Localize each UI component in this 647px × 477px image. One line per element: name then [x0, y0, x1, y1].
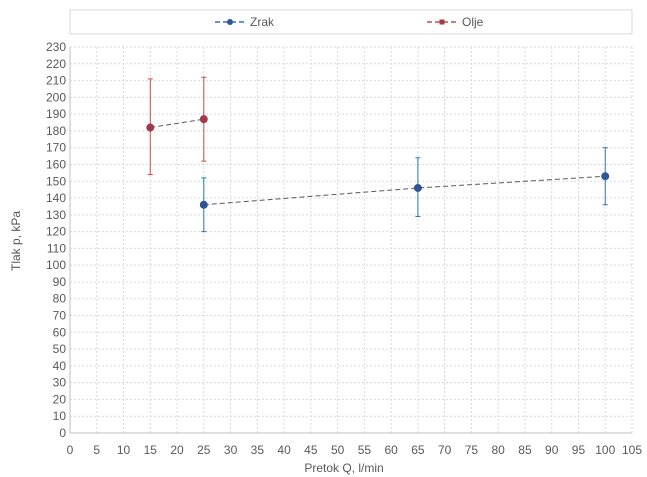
y-tick-label: 110 [47, 241, 66, 255]
data-point-zrak [199, 200, 208, 209]
grid [69, 46, 633, 434]
y-tick-label: 50 [53, 342, 67, 356]
legend-marker-olje [439, 19, 445, 25]
y-tick-label: 150 [46, 174, 66, 188]
x-tick-label: 105 [622, 443, 642, 457]
x-tick-label: 75 [465, 443, 479, 457]
x-axis-title: Pretok Q, l/min [304, 461, 383, 475]
legend: Zrak Olje [69, 9, 633, 35]
x-tick-label: 70 [438, 443, 452, 457]
y-tick-label: 220 [46, 57, 66, 71]
x-tick-label: 90 [545, 443, 559, 457]
y-tick-label: 60 [53, 325, 67, 339]
data-point-olje [146, 123, 155, 132]
series-olje [146, 76, 208, 176]
y-tick-label: 230 [46, 40, 66, 54]
axes: 0102030405060708090100110120130140150160… [46, 40, 642, 457]
y-tick-label: 80 [53, 292, 67, 306]
series-zrak [199, 147, 610, 233]
y-tick-label: 90 [53, 275, 67, 289]
legend-label-olje: Olje [462, 15, 484, 29]
x-tick-label: 10 [117, 443, 131, 457]
x-tick-label: 95 [572, 443, 586, 457]
x-tick-label: 40 [277, 443, 291, 457]
data-point-olje [199, 115, 208, 124]
x-tick-label: 80 [492, 443, 506, 457]
y-tick-label: 200 [46, 90, 66, 104]
x-tick-label: 65 [411, 443, 425, 457]
y-tick-label: 120 [46, 225, 66, 239]
y-tick-label: 130 [46, 208, 66, 222]
x-tick-label: 5 [93, 443, 100, 457]
y-tick-label: 210 [46, 74, 66, 88]
y-axis-title: Tlak p, kPa [9, 211, 23, 271]
y-tick-label: 190 [46, 107, 66, 121]
x-tick-label: 30 [224, 443, 238, 457]
x-tick-label: 15 [144, 443, 158, 457]
legend-box [69, 9, 633, 35]
x-tick-label: 20 [170, 443, 184, 457]
y-tick-label: 0 [59, 426, 66, 440]
legend-item-zrak: Zrak [215, 15, 275, 29]
legend-label-zrak: Zrak [250, 15, 275, 29]
y-tick-label: 180 [46, 124, 66, 138]
legend-item-olje: Olje [427, 15, 484, 29]
series-layer [146, 76, 610, 233]
data-point-zrak [601, 172, 610, 181]
y-tick-label: 100 [46, 258, 66, 272]
legend-marker-zrak [227, 19, 233, 25]
x-tick-label: 0 [67, 443, 74, 457]
data-point-zrak [413, 183, 422, 192]
x-tick-label: 85 [518, 443, 532, 457]
x-tick-label: 100 [595, 443, 615, 457]
y-tick-label: 10 [53, 409, 67, 423]
x-tick-label: 55 [358, 443, 372, 457]
x-tick-label: 45 [304, 443, 318, 457]
y-tick-label: 30 [53, 376, 67, 390]
series-line-zrak [203, 175, 606, 206]
y-tick-label: 20 [53, 392, 67, 406]
y-tick-label: 170 [46, 141, 66, 155]
series-line-olje [150, 118, 204, 129]
x-tick-label: 60 [384, 443, 398, 457]
y-tick-label: 160 [46, 157, 66, 171]
x-tick-label: 50 [331, 443, 345, 457]
y-tick-label: 40 [53, 359, 67, 373]
y-tick-label: 70 [53, 309, 67, 323]
x-tick-label: 25 [197, 443, 211, 457]
y-tick-label: 140 [46, 191, 66, 205]
x-tick-label: 35 [251, 443, 265, 457]
